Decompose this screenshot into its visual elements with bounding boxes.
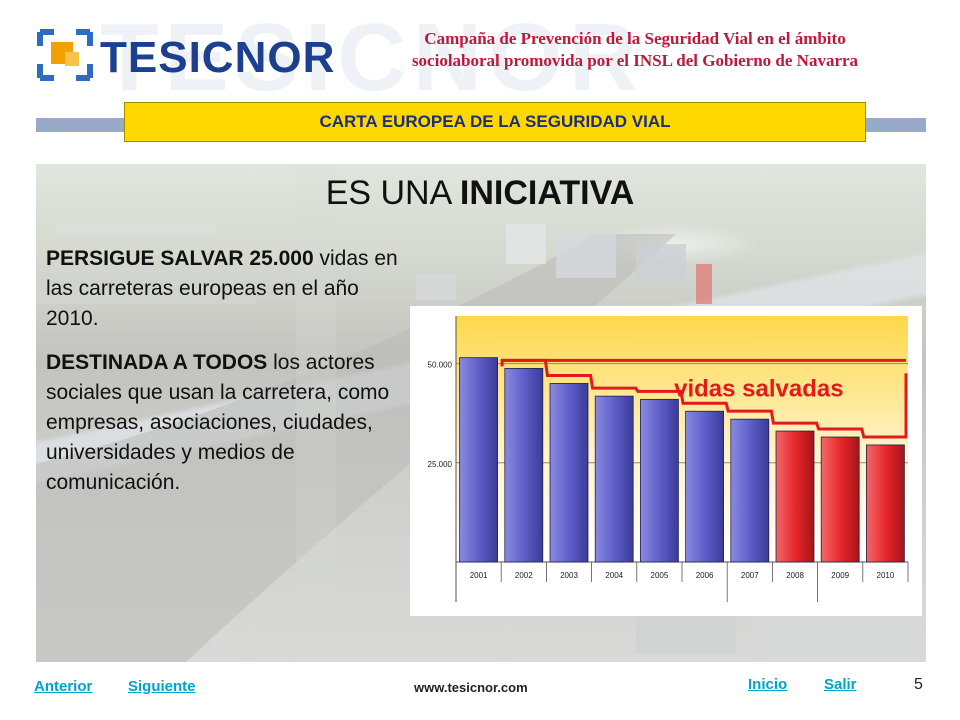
exit-link[interactable]: Salir bbox=[824, 676, 857, 693]
home-link[interactable]: Inicio bbox=[748, 676, 788, 693]
audience-heading: DESTINADA A TODOS bbox=[46, 351, 268, 374]
chart-x-tick-label: 2008 bbox=[786, 571, 804, 580]
chart-bar-2005 bbox=[640, 398, 679, 563]
slide-body: PERSIGUE SALVAR 25.000 vidas en las carr… bbox=[46, 244, 416, 512]
chart-bar-2009 bbox=[820, 436, 860, 563]
chart-bar-2001 bbox=[459, 357, 498, 563]
website-url: www.tesicnor.com bbox=[414, 680, 528, 695]
chart-y-tick-label: 25.000 bbox=[428, 460, 453, 469]
next-link[interactable]: Siguiente bbox=[128, 678, 196, 695]
page-number: 5 bbox=[914, 676, 923, 693]
chart-bar-2002 bbox=[504, 367, 544, 563]
logo-bracket-icon bbox=[37, 29, 93, 81]
chart-bar-2003 bbox=[549, 383, 589, 563]
chart-x-tick-label: 2002 bbox=[515, 571, 533, 580]
slide-title-bold: INICIATIVA bbox=[459, 174, 635, 212]
chart-bar-2004 bbox=[594, 395, 634, 563]
chart-x-tick-label: 2003 bbox=[560, 571, 578, 580]
audience-paragraph: DESTINADA A TODOS los actores sociales q… bbox=[46, 348, 416, 498]
logo-watermark: TESICNOR bbox=[100, 4, 645, 111]
chart-x-tick-label: 2004 bbox=[605, 571, 623, 580]
saved-lives-outline bbox=[500, 358, 908, 439]
logo-wordmark: TESICNOR bbox=[100, 33, 336, 82]
chart-x-tick-label: 2007 bbox=[741, 571, 759, 580]
previous-link[interactable]: Anterior bbox=[34, 678, 93, 695]
chart-svg: 50.000 25.000 2001 2002 2003 2004 2005 2006 2007… bbox=[428, 316, 909, 602]
chart-x-tick-label: 2006 bbox=[696, 571, 714, 580]
chart-x-tick-label: 2010 bbox=[877, 571, 895, 580]
slide-title: ES UNA INICIATIVA bbox=[0, 174, 960, 213]
chart-bar-2008 bbox=[775, 430, 815, 563]
chart-x-tick-label: 2001 bbox=[470, 571, 488, 580]
chart-y-tick-label: 50.000 bbox=[428, 361, 453, 370]
chart-bar-2007 bbox=[730, 418, 770, 563]
lives-saved-chart: 50.000 25.000 2001 2002 2003 2004 2005 2006 2007… bbox=[410, 306, 922, 616]
audience-text: los actores sociales que usan la carrete… bbox=[46, 351, 390, 494]
chart-x-tick-label: 2009 bbox=[831, 571, 849, 580]
goal-text: vidas en las carreteras europeas en el a… bbox=[46, 247, 398, 330]
chart-bar-2006 bbox=[685, 410, 724, 563]
slide-title-plain: ES UNA bbox=[325, 174, 460, 212]
campaign-title: Campaña de Prevención de la Seguridad Vi… bbox=[330, 28, 940, 72]
section-banner: CARTA EUROPEA DE LA SEGURIDAD VIAL bbox=[124, 102, 866, 142]
goal-heading: PERSIGUE SALVAR 25.000 bbox=[46, 247, 314, 270]
chart-annotation-vidas-salvadas: vidas salvadas bbox=[674, 375, 843, 402]
chart-bar-2010 bbox=[866, 444, 905, 563]
chart-x-tick-label: 2005 bbox=[651, 571, 669, 580]
goal-paragraph: PERSIGUE SALVAR 25.000 vidas en las carr… bbox=[46, 244, 416, 334]
campaign-line-2: sociolaboral promovida por el INSL del G… bbox=[411, 51, 859, 70]
campaign-line-1: Campaña de Prevención de la Seguridad Vi… bbox=[424, 29, 846, 48]
tesicnor-logo: TESICNOR bbox=[36, 28, 334, 88]
